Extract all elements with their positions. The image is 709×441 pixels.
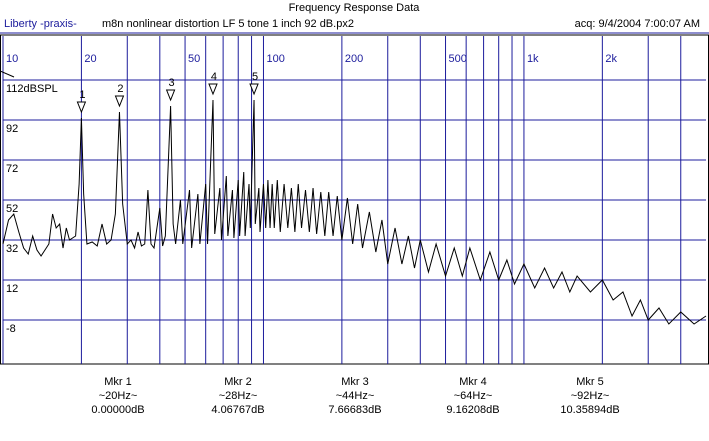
file-name: m8n nonlinear distortion LF 5 tone 1 inc…	[102, 18, 354, 30]
x-tick-label: 50	[188, 53, 200, 65]
readout-level: 4.06767dB	[211, 404, 264, 416]
readout-freq: ~92Hz~	[571, 390, 610, 402]
reference-arrow	[0, 70, 15, 78]
marker-triangle	[114, 95, 125, 108]
readout-level: 0.00000dB	[91, 404, 144, 416]
x-tick-label: 100	[266, 53, 284, 65]
x-tick-label: 10	[6, 53, 18, 65]
x-tick-label: 200	[345, 53, 363, 65]
readout-freq: ~20Hz~	[99, 390, 138, 402]
marker-label: 2	[117, 83, 123, 95]
readout-freq: ~28Hz~	[219, 390, 258, 402]
y-tick-label: 52	[6, 203, 18, 215]
marker-label: 4	[211, 71, 217, 83]
readout-name: Mkr 4	[459, 376, 487, 388]
marker-label: 3	[169, 77, 175, 89]
marker-triangle	[208, 83, 218, 96]
readout-freq: ~64Hz~	[454, 390, 493, 402]
marker-triangle	[249, 83, 259, 96]
marker-triangle	[76, 101, 87, 114]
readout-name: Mkr 5	[576, 376, 604, 388]
x-tick-label: 2k	[605, 53, 617, 65]
x-tick-label: 20	[84, 53, 96, 65]
y-tick-label: 92	[6, 123, 18, 135]
chart-title: Frequency Response Data	[289, 2, 421, 14]
marker-label: 1	[79, 89, 85, 101]
readout-freq: ~44Hz~	[336, 390, 375, 402]
y-tick-label: 32	[6, 243, 18, 255]
readout-name: Mkr 2	[224, 376, 252, 388]
marker-triangle	[165, 89, 176, 102]
readout-level: 10.35894dB	[560, 404, 619, 416]
y-tick-label: 72	[6, 163, 18, 175]
marker-label: 5	[252, 71, 258, 83]
readout-name: Mkr 1	[104, 376, 132, 388]
x-tick-label: 1k	[527, 53, 539, 65]
y-tick-label: -8	[6, 323, 16, 335]
readout-level: 7.66683dB	[328, 404, 381, 416]
response-line	[2, 99, 707, 325]
y-tick-label: 112dBSPL	[6, 83, 58, 95]
acquired: acq: 9/4/2004 7:00:07 AM	[575, 18, 700, 30]
source: Liberty -praxis-	[4, 18, 77, 30]
readout-level: 9.16208dB	[446, 404, 499, 416]
y-tick-label: 12	[6, 283, 18, 295]
readout-name: Mkr 3	[341, 376, 369, 388]
x-tick-label: 500	[449, 53, 467, 65]
